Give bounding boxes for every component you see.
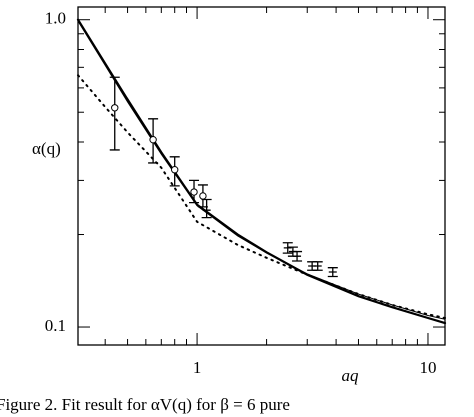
x-tick-label: 1 <box>193 358 202 377</box>
error-bar <box>292 250 303 262</box>
error-bar <box>282 242 293 254</box>
y-tick-label: 0.1 <box>45 316 66 335</box>
data-point <box>111 104 119 112</box>
error-bar <box>109 76 120 151</box>
x-axis-label: aq <box>342 366 360 385</box>
plot-frame <box>77 6 446 346</box>
x-tick-label: 10 <box>419 358 436 377</box>
data-point <box>199 192 207 200</box>
error-bar <box>201 198 212 219</box>
error-bar <box>312 261 323 271</box>
fit-curve <box>77 74 446 319</box>
fit-curve <box>77 20 446 320</box>
y-axis-label: α(q) <box>32 139 61 158</box>
error-bar <box>327 267 338 278</box>
data-point <box>170 166 179 174</box>
data-point <box>149 135 157 144</box>
data-point <box>190 188 198 196</box>
y-tick-label: 1.0 <box>45 9 66 28</box>
fit-curve <box>76 18 447 325</box>
error-bar <box>307 261 318 271</box>
caption: Figure 2. Fit result for αV(q) for β = 6… <box>0 395 290 414</box>
